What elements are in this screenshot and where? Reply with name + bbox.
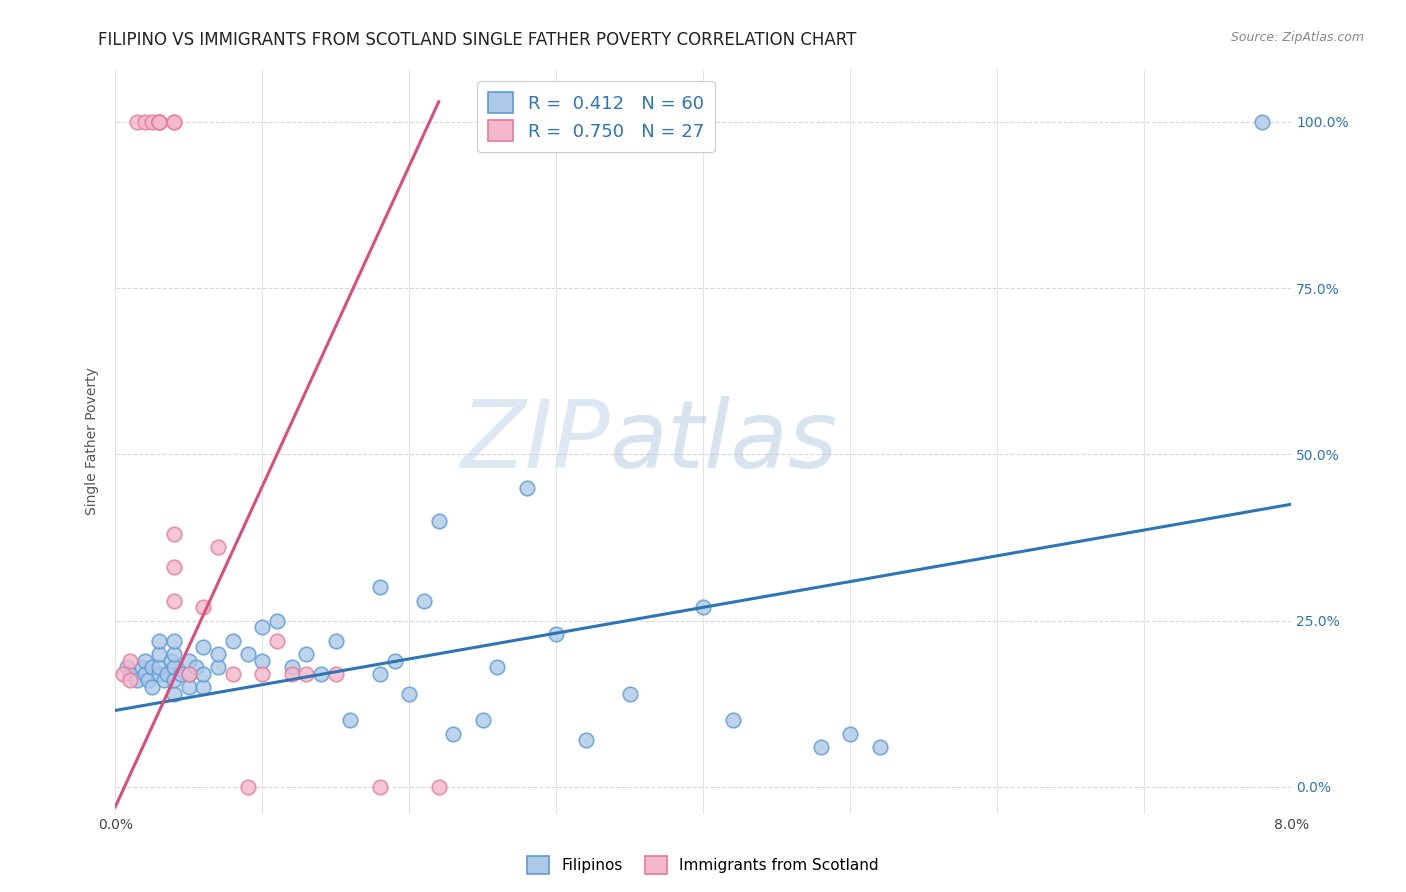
Point	[427, 780, 450, 794]
Point	[118, 673, 141, 688]
Point	[156, 666, 179, 681]
Point	[115, 660, 138, 674]
Point	[152, 673, 174, 688]
Point	[252, 666, 274, 681]
Point	[193, 640, 215, 655]
Point	[163, 633, 186, 648]
Point	[163, 647, 186, 661]
Point	[170, 666, 193, 681]
Point	[163, 660, 186, 674]
Point	[368, 580, 391, 594]
Point	[516, 481, 538, 495]
Text: Source: ZipAtlas.com: Source: ZipAtlas.com	[1230, 31, 1364, 45]
Point	[619, 687, 641, 701]
Point	[131, 660, 153, 674]
Point	[160, 654, 183, 668]
Point	[177, 666, 200, 681]
Point	[575, 733, 598, 747]
Point	[222, 666, 245, 681]
Point	[325, 666, 347, 681]
Point	[136, 673, 159, 688]
Point	[141, 114, 163, 128]
Point	[148, 647, 170, 661]
Legend: R =  0.412   N = 60, R =  0.750   N = 27: R = 0.412 N = 60, R = 0.750 N = 27	[477, 81, 714, 152]
Point	[692, 600, 714, 615]
Point	[177, 680, 200, 694]
Point	[222, 633, 245, 648]
Point	[810, 739, 832, 754]
Legend: Filipinos, Immigrants from Scotland: Filipinos, Immigrants from Scotland	[522, 850, 884, 880]
Text: ZIP: ZIP	[460, 395, 609, 486]
Point	[427, 514, 450, 528]
Point	[721, 714, 744, 728]
Point	[839, 727, 862, 741]
Point	[118, 666, 141, 681]
Point	[163, 560, 186, 574]
Point	[148, 114, 170, 128]
Y-axis label: Single Father Poverty: Single Father Poverty	[86, 368, 100, 515]
Point	[134, 666, 156, 681]
Point	[236, 780, 259, 794]
Point	[295, 666, 318, 681]
Point	[441, 727, 464, 741]
Point	[163, 687, 186, 701]
Point	[177, 654, 200, 668]
Point	[118, 654, 141, 668]
Point	[184, 660, 207, 674]
Point	[266, 614, 288, 628]
Point	[193, 666, 215, 681]
Point	[148, 633, 170, 648]
Point	[252, 654, 274, 668]
Point	[546, 627, 568, 641]
Point	[368, 780, 391, 794]
Point	[1251, 114, 1274, 128]
Point	[384, 654, 406, 668]
Point	[413, 593, 436, 607]
Point	[207, 541, 229, 555]
Point	[141, 660, 163, 674]
Point	[177, 666, 200, 681]
Point	[148, 114, 170, 128]
Point	[148, 666, 170, 681]
Point	[207, 647, 229, 661]
Point	[207, 660, 229, 674]
Point	[163, 114, 186, 128]
Point	[148, 114, 170, 128]
Point	[295, 647, 318, 661]
Point	[339, 714, 361, 728]
Point	[127, 114, 149, 128]
Point	[398, 687, 420, 701]
Point	[127, 673, 149, 688]
Point	[471, 714, 494, 728]
Text: FILIPINO VS IMMIGRANTS FROM SCOTLAND SINGLE FATHER POVERTY CORRELATION CHART: FILIPINO VS IMMIGRANTS FROM SCOTLAND SIN…	[98, 31, 856, 49]
Point	[252, 620, 274, 634]
Point	[111, 666, 134, 681]
Point	[280, 660, 302, 674]
Point	[148, 114, 170, 128]
Point	[368, 666, 391, 681]
Point	[163, 673, 186, 688]
Point	[486, 660, 509, 674]
Point	[309, 666, 332, 681]
Point	[163, 114, 186, 128]
Point	[148, 660, 170, 674]
Point	[280, 666, 302, 681]
Point	[134, 114, 156, 128]
Text: atlas: atlas	[609, 395, 838, 486]
Point	[869, 739, 891, 754]
Point	[163, 527, 186, 541]
Point	[193, 680, 215, 694]
Point	[163, 593, 186, 607]
Point	[141, 680, 163, 694]
Point	[266, 633, 288, 648]
Point	[193, 600, 215, 615]
Point	[134, 654, 156, 668]
Point	[236, 647, 259, 661]
Point	[325, 633, 347, 648]
